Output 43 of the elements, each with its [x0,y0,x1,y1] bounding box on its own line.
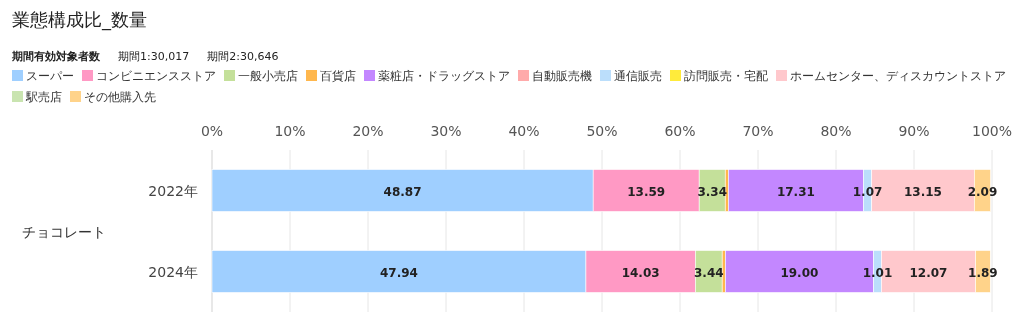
data-label: 3.44 [693,265,724,280]
data-label: 3.34 [697,184,728,199]
data-label: 17.31 [776,184,815,199]
legend-label: コンビニエンスストア [96,69,216,83]
legend-label: 百貨店 [320,69,356,83]
chart-title: 業態構成比_数量 [12,9,147,31]
x-tick-label: 0% [200,123,224,139]
data-label: 13.15 [904,184,942,199]
x-tick-label: 100% [971,123,1013,139]
x-tick-label: 30% [430,123,462,139]
data-label: 19.00 [780,265,819,280]
legend-label: 訪問販売・宅配 [684,69,768,83]
data-label: 13.59 [627,184,666,199]
x-tick-label: 90% [898,123,930,139]
y-axis-title: チョコレート [22,224,106,240]
legend-label: スーパー [26,69,74,83]
legend-label: 一般小売店 [238,69,298,83]
text: 期間2:30,646 [207,50,279,63]
data-label: 48.87 [383,184,422,199]
data-label: 12.07 [909,265,948,280]
x-tick-label: 70% [742,123,774,139]
data-label: 1.07 [852,184,883,199]
legend-label: 自動販売機 [532,69,592,83]
x-tick-label: 10% [274,123,306,139]
y-tick-label: 2022年 [148,182,198,199]
data-label: 1.89 [968,265,998,280]
x-tick-label: 40% [508,123,540,139]
data-label: 1.01 [862,265,893,280]
data-label: 47.94 [379,265,418,280]
data-label: 14.03 [621,265,660,280]
x-tick-label: 20% [352,123,384,139]
legend-label: 駅売店 [25,90,62,104]
legend-label: 薬粧店・ドラッグストア [378,69,510,83]
data-label: 2.09 [967,184,998,199]
x-tick-label: 80% [820,123,852,139]
legend-label: 通信販売 [614,69,662,83]
y-tick-label: 2024年 [148,263,198,280]
x-tick-label: 60% [664,123,696,139]
legend-label: その他購入先 [84,90,156,104]
text: 期間1:30,017 [118,50,190,63]
x-tick-label: 50% [586,123,618,139]
text: 期間有効対象者数 [11,50,101,63]
legend-label: ホームセンター、ディスカウントストア [790,69,1006,83]
